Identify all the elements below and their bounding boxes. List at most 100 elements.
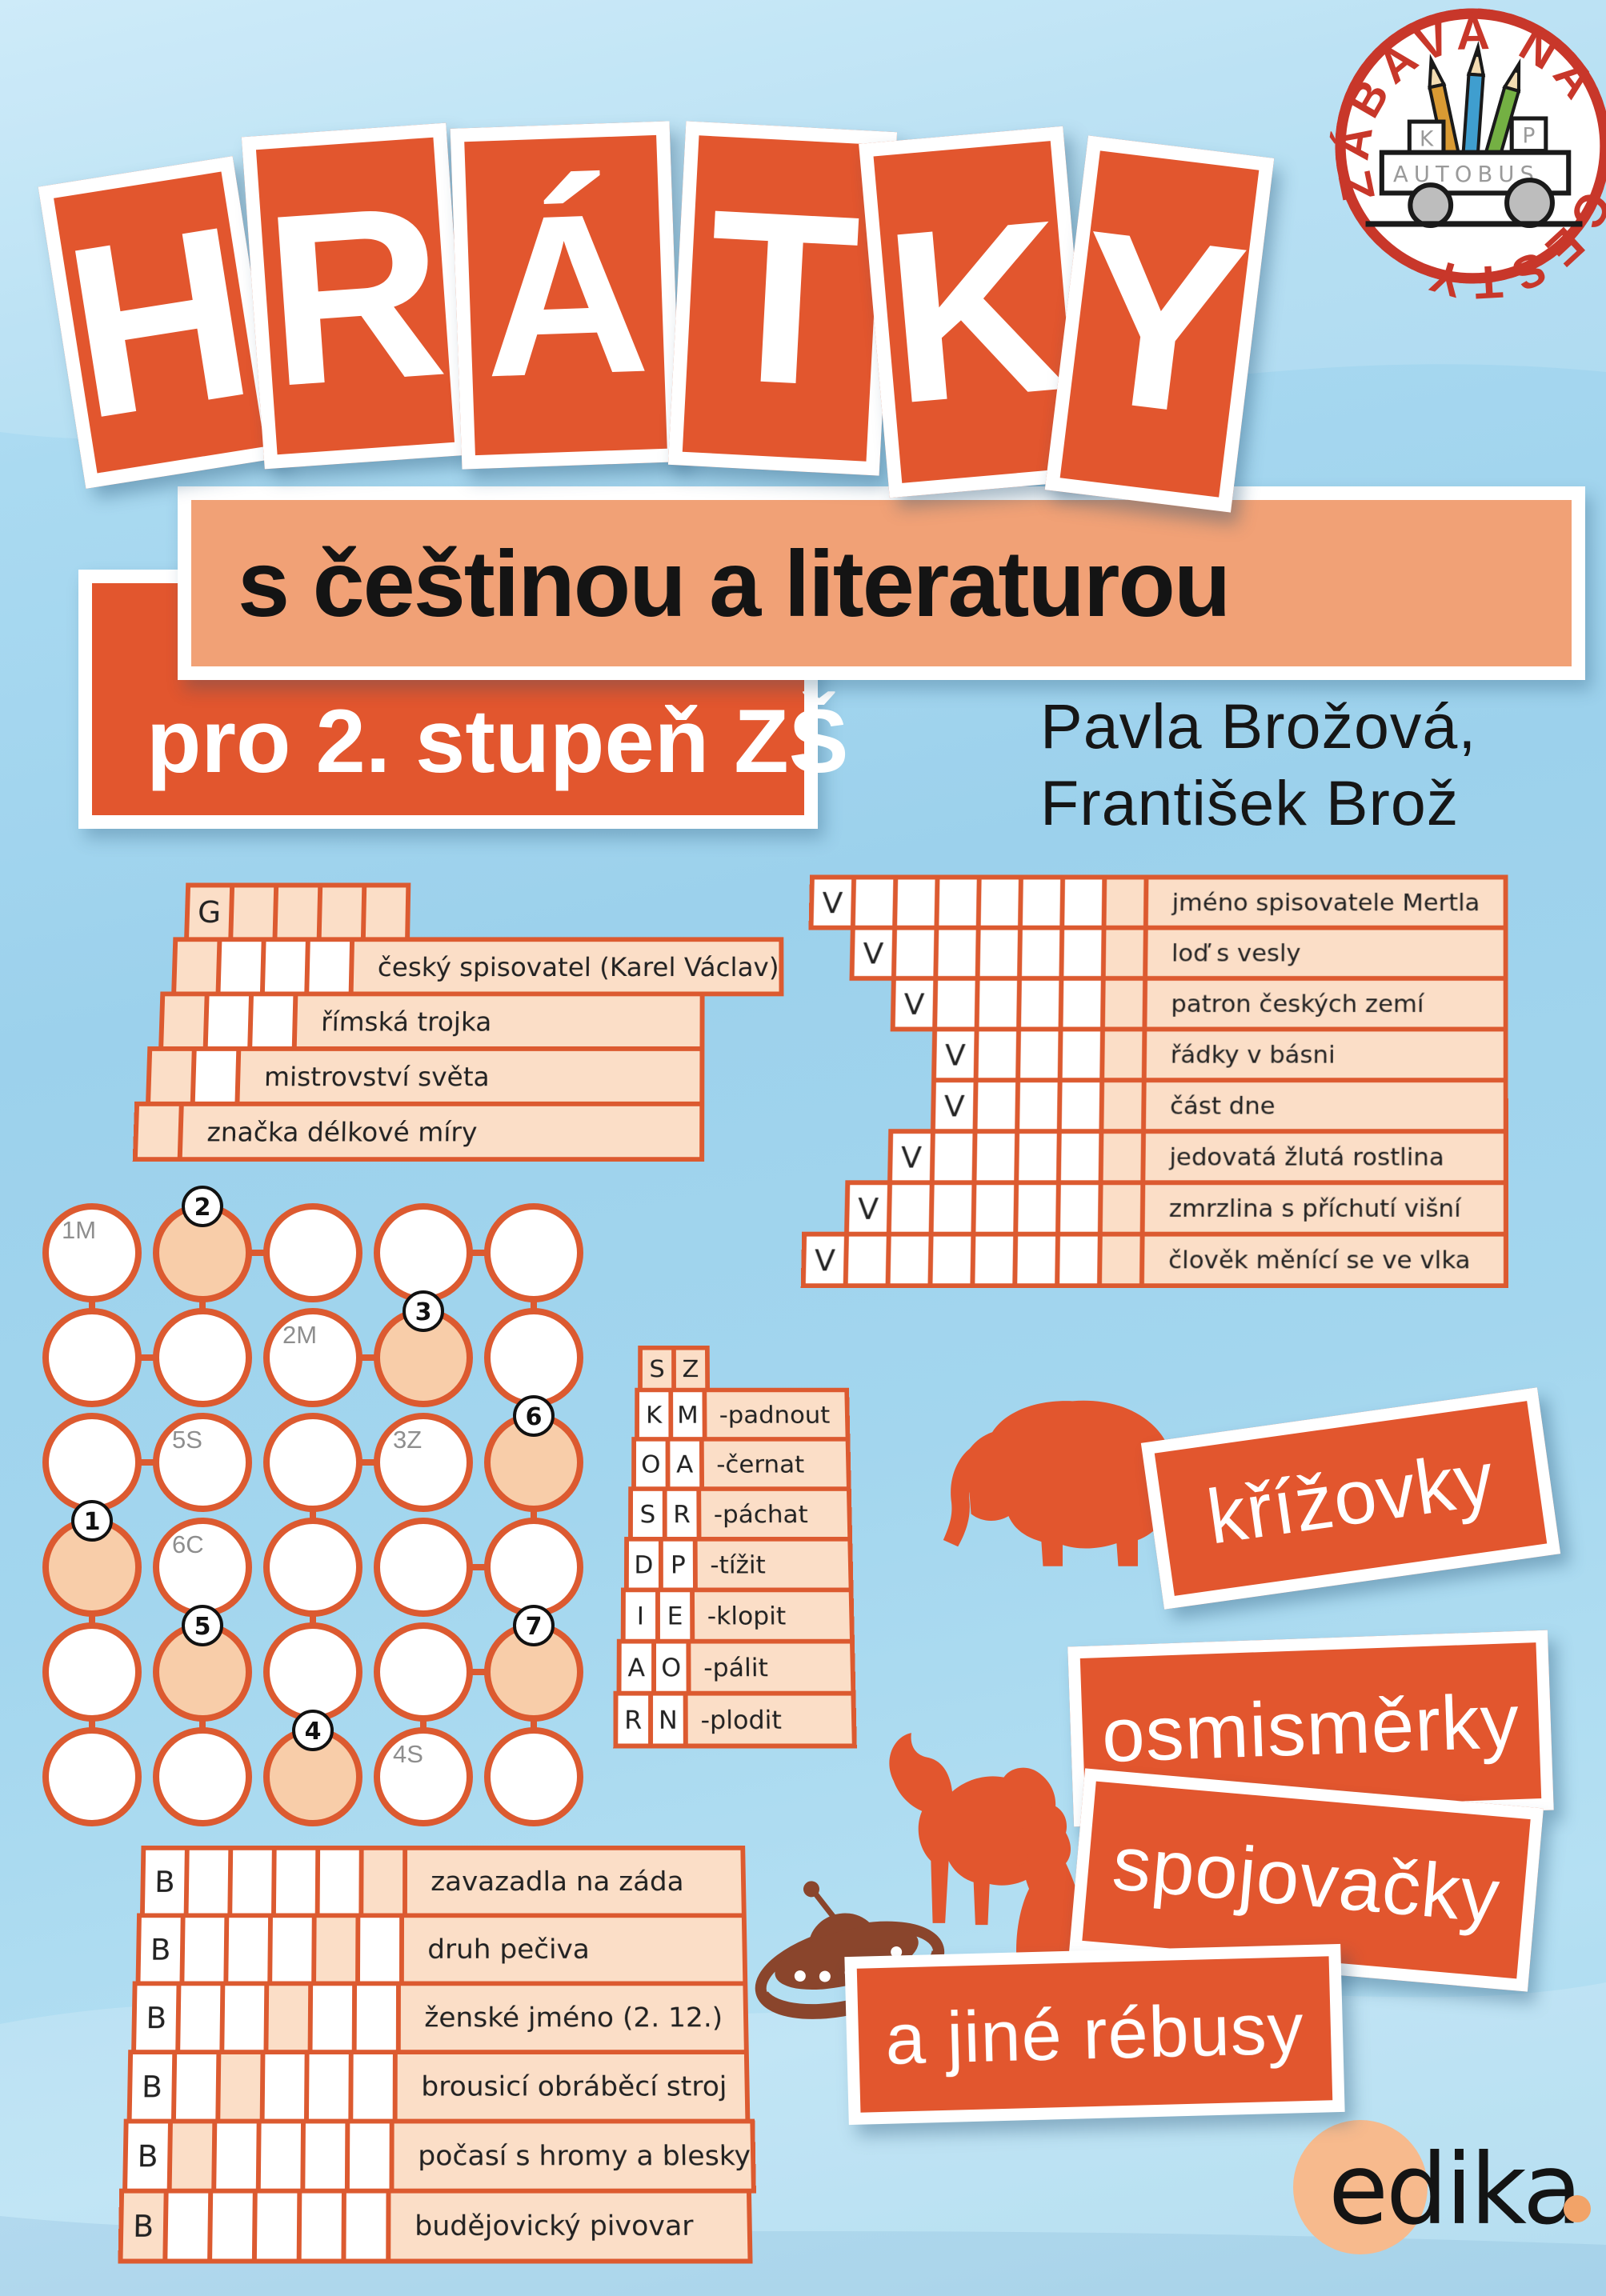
clue-text: počasí s hromy a blesky	[389, 2118, 756, 2194]
header-cell: S	[638, 1346, 676, 1393]
crossword-row: V člověk měnící se ve vlka	[800, 1231, 1508, 1289]
crossword-row: V patron českých zemí	[890, 976, 1508, 1032]
seed-letter: V	[822, 885, 843, 920]
letter-cell: S	[628, 1486, 667, 1542]
crossword-row: V zmrzlina s příchutí višní	[843, 1180, 1508, 1237]
grid-cell	[1059, 925, 1107, 981]
node-label: 6C	[172, 1530, 204, 1558]
grid-cell	[843, 1231, 891, 1289]
table-row: A O -pálit	[616, 1638, 856, 1696]
letter-cell: O	[631, 1437, 671, 1491]
grid-cell	[1055, 1180, 1103, 1237]
seed-letter: B	[141, 2069, 163, 2104]
word-cell: -pálit	[686, 1638, 856, 1696]
highlight-cell	[166, 2118, 218, 2194]
letter-cell: A	[665, 1437, 705, 1491]
logo-dot	[1564, 2195, 1591, 2222]
grid-cell	[255, 2118, 306, 2194]
grid-cell	[314, 1846, 364, 1918]
grid-cell	[975, 874, 1023, 930]
subtitle-banner: s češtinou a literaturou	[178, 486, 1585, 680]
grid-cell	[886, 1180, 935, 1237]
highlight-cell	[263, 1981, 314, 2055]
grid-cell	[974, 976, 1023, 1032]
table-row: I E -klopit	[620, 1587, 855, 1644]
crossword-row: římská trojka	[158, 991, 705, 1051]
grid-cell	[227, 1846, 277, 1918]
seed-letter: B	[137, 2138, 158, 2174]
grid-cell	[971, 1129, 1020, 1186]
badge-number: 1	[84, 1508, 101, 1536]
clue-text: ženské jméno (2. 12.)	[395, 1981, 749, 2055]
title-letter: Á	[479, 165, 653, 426]
grid-cell	[344, 2118, 394, 2194]
seed-cell: B	[126, 2050, 178, 2124]
title-tile-a: Á	[450, 121, 682, 470]
grid-cell	[1057, 1026, 1105, 1083]
badge-number: 2	[194, 1194, 211, 1222]
grid-cell	[1013, 1180, 1061, 1237]
word-cell: -plodit	[683, 1690, 857, 1749]
grid-cell	[1016, 976, 1064, 1032]
seed-letter: B	[154, 1865, 175, 1898]
banner-label: spojovačky	[1109, 1820, 1504, 1939]
word-cell: -klopit	[690, 1587, 855, 1644]
seed-letter: B	[132, 2208, 154, 2244]
grid-cell	[267, 1913, 317, 1986]
spacer-cell	[1100, 925, 1148, 981]
grid-cell	[351, 1981, 401, 2055]
badge-number: 6	[526, 1403, 543, 1431]
grid-cell	[972, 1078, 1021, 1134]
table-header-row: S Z	[638, 1346, 849, 1393]
grid-cell	[272, 882, 323, 942]
title-letter: Y	[1062, 178, 1257, 469]
crossword-row: B počasí s hromy a blesky	[122, 2118, 756, 2194]
grid-cell	[316, 882, 367, 942]
grid-cell	[1015, 1026, 1063, 1083]
level-text: pro 2. stupeň ZŠ	[146, 691, 849, 791]
pencil-truck-icon: K P AUTOBUS	[1365, 41, 1583, 228]
badge-number: 5	[194, 1613, 211, 1641]
letter-cell: E	[655, 1587, 695, 1644]
crossword-row: značka délkové míry	[132, 1101, 705, 1162]
grid-cell	[251, 2188, 302, 2264]
grid-cell	[971, 1180, 1019, 1237]
grid-cell	[970, 1231, 1019, 1289]
grid-cell	[202, 991, 254, 1051]
crossword-row: V jméno spisovatele Mertla	[808, 874, 1508, 930]
table-row: K M -padnout	[635, 1387, 851, 1442]
grid-cell	[175, 1981, 226, 2055]
grid-cell	[259, 937, 310, 997]
clue-text: člověk měnící se ve vlka	[1139, 1231, 1508, 1289]
grid-cell	[207, 2188, 258, 2264]
crossword-row: B zavazadla na záda	[139, 1846, 747, 1918]
seed-letter: V	[943, 1088, 965, 1123]
title-letter: K	[876, 167, 1076, 455]
letter-cell: O	[651, 1638, 691, 1696]
grid-cell	[1055, 1129, 1104, 1186]
table-row: O A -černat	[631, 1437, 851, 1491]
grid-cell	[219, 1981, 270, 2055]
clue-text: zavazadla na záda	[403, 1846, 747, 1918]
grid-cell	[1058, 976, 1106, 1032]
title-letter: T	[701, 158, 864, 438]
truck-tile-letter: P	[1523, 124, 1536, 148]
table-row: S R -páchat	[628, 1486, 853, 1542]
seed-cell: B	[122, 2118, 173, 2194]
spacer-cell	[1098, 1129, 1147, 1186]
clue-text: část dne	[1140, 1078, 1508, 1134]
seed-cell: V	[930, 1078, 979, 1134]
clue-text: loď s vesly	[1143, 925, 1508, 981]
crossword-row: mistrovství světa	[145, 1046, 705, 1106]
clue-text: druh pečiva	[398, 1913, 748, 1986]
letter-cell: I	[620, 1587, 660, 1644]
grid-cell	[300, 2118, 350, 2194]
seed-letter: V	[944, 1037, 967, 1072]
node-label: 2M	[282, 1321, 317, 1349]
crossword-row: B ženské jméno (2. 12.)	[131, 1981, 749, 2055]
banner-label: osmisměrky	[1100, 1678, 1521, 1778]
seed-cell: V	[887, 1129, 935, 1186]
grid-cell	[211, 2118, 262, 2194]
title-letter: R	[258, 153, 453, 438]
